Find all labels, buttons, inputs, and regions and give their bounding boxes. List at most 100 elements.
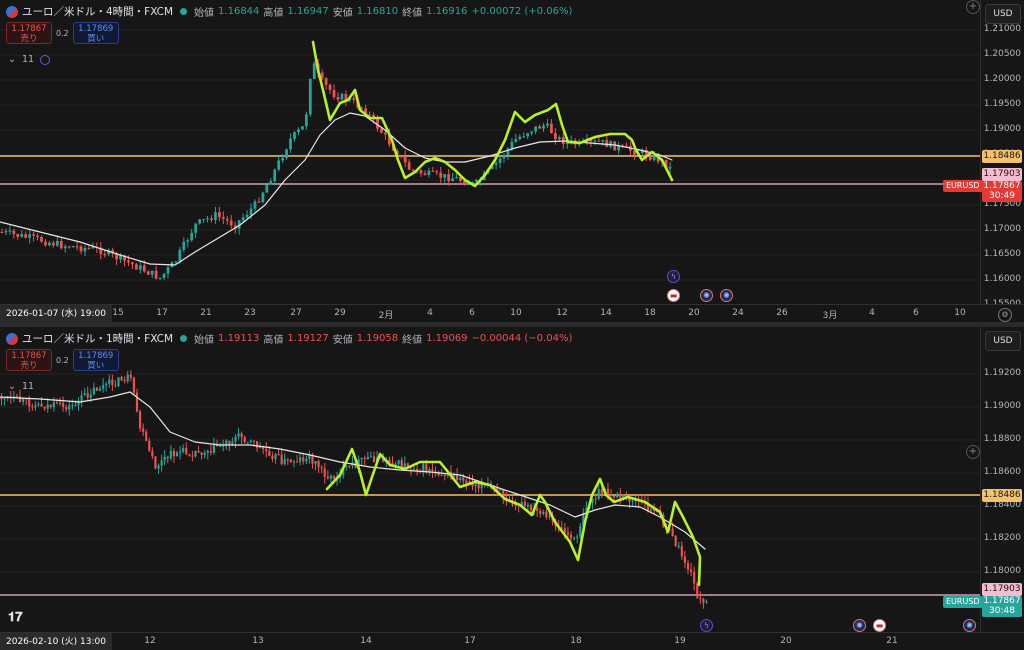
hand-drawn-line[interactable] (311, 40, 674, 188)
candle-body (221, 217, 225, 219)
pane-divider[interactable] (0, 322, 1024, 327)
event-eu-icon[interactable]: ✺ (720, 289, 733, 302)
candle-body (43, 406, 46, 409)
orange-level-label: 1.18486 (982, 489, 1022, 502)
buy-button[interactable]: 1.17869 買い (72, 349, 119, 371)
candle-body (111, 379, 114, 386)
chevron-down-icon[interactable]: ⌄ (8, 381, 16, 392)
candle-body (295, 461, 299, 463)
candle-body (593, 140, 597, 142)
time-tick-label: 23 (244, 308, 256, 318)
countdown: 30:48 (989, 606, 1015, 616)
event-eu-icon[interactable]: ✺ (853, 619, 866, 632)
candle-body (477, 484, 480, 489)
candle-body (154, 456, 157, 469)
symbol-title[interactable]: ユーロ／米ドル・1時間・FXCM (22, 333, 174, 345)
sell-button[interactable]: 1.17867 売り (6, 349, 52, 371)
event-eu-icon[interactable]: ✺ (700, 289, 713, 302)
candle-body (299, 457, 302, 462)
indicator-row-1h[interactable]: ⌄ 11 (8, 381, 34, 392)
currency-button[interactable]: USD (985, 4, 1021, 24)
plot-area-4h[interactable] (0, 0, 980, 306)
candle-body (114, 385, 117, 387)
indicator-row-4h[interactable]: ⌄ 11 (8, 54, 51, 65)
candle-body (22, 398, 25, 402)
currency-button[interactable]: USD (985, 331, 1021, 351)
plot-area-1h[interactable] (0, 327, 980, 632)
time-tick-label: 2月 (378, 311, 394, 321)
settings-gear-icon[interactable]: ⚙ (998, 308, 1012, 322)
open-value: 1.19113 (218, 333, 260, 344)
chart-pane-4h[interactable]: 1.210001.205001.200001.195001.190001.185… (0, 0, 1024, 322)
candle-body (423, 173, 427, 176)
plus-icon[interactable]: + (966, 0, 980, 14)
event-us-flag-icon[interactable]: ▬ (667, 289, 680, 302)
sell-price: 1.17867 (11, 24, 47, 34)
chart-pane-1h[interactable]: 1.19200 1.19000 1.18800 1.18600 1.18400 1.182… (0, 327, 1024, 650)
candle-body (360, 457, 363, 460)
price-chart-1h[interactable] (0, 327, 980, 632)
hand-drawn-line[interactable] (325, 447, 702, 587)
symbol-title[interactable]: ユーロ／米ドル・4時間・FXCM (22, 6, 174, 18)
candle-body (277, 160, 281, 170)
candle-body (142, 428, 145, 432)
event-bolt-icon[interactable]: ϟ (667, 270, 680, 283)
candle-body (175, 452, 179, 457)
event-eu-icon[interactable]: ✺ (963, 619, 976, 632)
current-price: 1.17867 (983, 181, 1021, 191)
candle-body (40, 237, 43, 242)
candle-body (616, 493, 619, 498)
time-axis-1h[interactable]: 2026-02-10 (火) 13:00 12 13 14 17 18 19 20 21 (0, 632, 1024, 650)
candle-body (277, 454, 280, 456)
candle-body (308, 454, 311, 460)
indicator-icon[interactable] (40, 54, 51, 65)
sell-button[interactable]: 1.17867 売り (6, 22, 52, 44)
candle-body (520, 501, 523, 506)
candle-body (336, 97, 340, 100)
candle-body (447, 174, 451, 182)
candle-body (342, 467, 345, 476)
plus-icon[interactable]: + (966, 445, 980, 459)
candle-body (474, 180, 478, 183)
candle-body (397, 460, 400, 464)
candle-body (190, 232, 194, 241)
candle-body (510, 141, 514, 149)
candle-body (609, 494, 613, 496)
candle-body (699, 597, 702, 599)
low-value: 1.16810 (356, 6, 399, 17)
open-label: 始値 (194, 8, 215, 19)
buy-button[interactable]: 1.17869 買い (72, 22, 119, 44)
moving-average-line[interactable] (0, 391, 706, 550)
candle-body (98, 388, 102, 391)
candle-body (514, 139, 518, 142)
candle-body (79, 246, 83, 252)
symbol-icon[interactable] (6, 5, 18, 18)
candle-body (644, 149, 648, 157)
time-axis-4h[interactable]: 2026-01-07 (水) 19:00 ⚙ 15 17 21 23 27 29 2月 4 6 1… (0, 304, 1024, 322)
candle-body (648, 156, 652, 160)
price-tick-label: 1.21000 (983, 24, 1021, 34)
event-bolt-icon[interactable]: ϟ (700, 619, 713, 632)
price-scale-1h[interactable]: 1.19200 1.19000 1.18800 1.18600 1.18400 1.182… (980, 327, 1024, 632)
chevron-down-icon[interactable]: ⌄ (8, 54, 16, 65)
candle-body (366, 456, 369, 459)
candle-body (357, 459, 360, 468)
candle-body (91, 247, 95, 249)
candle-body (103, 254, 107, 256)
candle-body (376, 118, 379, 129)
event-us-flag-icon[interactable]: ▬ (873, 619, 886, 632)
candle-body (422, 464, 425, 472)
candle-body (182, 241, 186, 250)
price-tick-label: 1.16500 (983, 249, 1021, 259)
candle-body (240, 433, 243, 437)
price-tick-label: 1.18400 (983, 500, 1021, 510)
candle-body (649, 509, 653, 511)
time-tick-label: 18 (570, 636, 582, 646)
symbol-icon[interactable] (6, 332, 18, 345)
price-chart-4h[interactable] (0, 0, 980, 306)
candle-body (671, 528, 674, 536)
candle-body (305, 459, 308, 462)
candle-body (434, 471, 437, 473)
candle-body (400, 460, 403, 468)
candle-body (281, 157, 285, 161)
